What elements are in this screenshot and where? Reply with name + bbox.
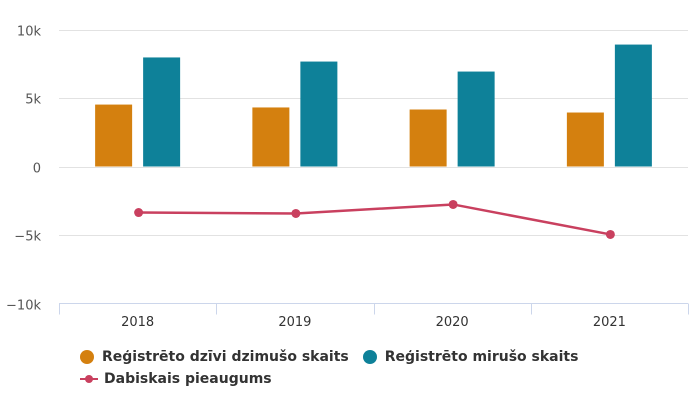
bar[interactable] [300, 61, 338, 167]
y-axis-labels: 10k 5k 0 −5k −10k [6, 25, 41, 314]
line-point[interactable] [605, 229, 615, 239]
bar[interactable] [409, 109, 447, 167]
line-series [134, 199, 615, 239]
legend-label: Dabiskais pieaugums [104, 371, 272, 387]
bar[interactable] [566, 112, 604, 167]
bar-series [95, 44, 652, 167]
legend-item-deaths[interactable]: Reģistrēto mirušo skaits [362, 349, 579, 365]
circle-icon [362, 350, 377, 364]
legend-label: Reģistrēto dzīvi dzimušo skaits [102, 349, 349, 365]
legend-item-births[interactable]: Reģistrēto dzīvi dzimušo skaits [80, 349, 349, 365]
legend-item-natural-growth[interactable]: Dabiskais pieaugums [80, 371, 272, 387]
bar[interactable] [614, 44, 652, 167]
line-point[interactable] [134, 208, 144, 218]
x-axis: 2018 2019 2020 2021 [59, 303, 689, 330]
y-tick-label: 0 [33, 162, 41, 177]
x-tick-label: 2021 [593, 315, 626, 330]
legend: Reģistrēto dzīvi dzimušo skaits Reģistrē… [80, 346, 592, 390]
y-tick-label: −10k [6, 299, 41, 314]
bar[interactable] [252, 107, 290, 167]
line-marker-icon [80, 372, 98, 386]
legend-label: Reģistrēto mirušo skaits [384, 349, 579, 365]
x-tick-label: 2020 [436, 315, 469, 330]
y-tick-label: 10k [17, 25, 42, 40]
y-tick-label: −5k [14, 230, 41, 245]
bar[interactable] [143, 57, 181, 167]
x-tick-label: 2018 [121, 315, 154, 330]
line-path [138, 203, 611, 236]
x-tick-label: 2019 [278, 315, 311, 330]
bar[interactable] [457, 71, 495, 167]
bar[interactable] [95, 104, 133, 167]
line-point[interactable] [448, 199, 458, 209]
circle-icon [80, 350, 94, 364]
y-tick-label: 5k [25, 93, 41, 108]
line-point[interactable] [291, 208, 301, 218]
